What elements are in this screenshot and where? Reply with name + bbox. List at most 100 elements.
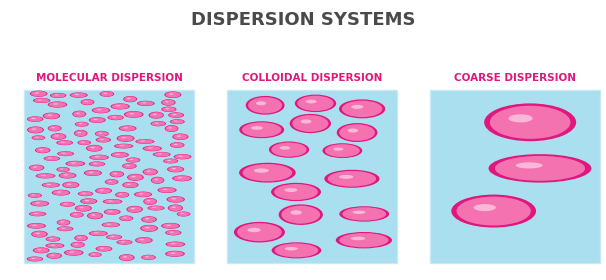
Ellipse shape <box>47 253 61 258</box>
Ellipse shape <box>324 170 379 188</box>
Ellipse shape <box>31 258 35 259</box>
Ellipse shape <box>165 125 178 132</box>
Ellipse shape <box>60 202 75 207</box>
Ellipse shape <box>38 99 42 101</box>
Ellipse shape <box>174 154 191 159</box>
Ellipse shape <box>161 223 180 229</box>
Ellipse shape <box>127 174 144 181</box>
Ellipse shape <box>62 182 79 188</box>
Ellipse shape <box>78 141 90 145</box>
Ellipse shape <box>30 90 47 97</box>
Ellipse shape <box>107 235 121 239</box>
Ellipse shape <box>295 95 336 112</box>
Ellipse shape <box>93 163 98 164</box>
Ellipse shape <box>47 184 52 185</box>
Ellipse shape <box>28 223 45 228</box>
Ellipse shape <box>128 174 143 180</box>
Ellipse shape <box>495 156 585 181</box>
Ellipse shape <box>247 228 261 232</box>
Ellipse shape <box>88 172 93 173</box>
Ellipse shape <box>78 191 93 196</box>
Ellipse shape <box>103 223 119 227</box>
Ellipse shape <box>456 197 531 225</box>
Ellipse shape <box>234 222 285 242</box>
Ellipse shape <box>32 225 37 226</box>
Ellipse shape <box>147 171 151 172</box>
Ellipse shape <box>42 183 60 188</box>
Ellipse shape <box>58 220 70 225</box>
Ellipse shape <box>44 156 60 161</box>
Ellipse shape <box>237 223 282 241</box>
Ellipse shape <box>28 257 42 261</box>
Ellipse shape <box>123 96 137 102</box>
Ellipse shape <box>72 242 84 248</box>
Ellipse shape <box>178 212 190 216</box>
Ellipse shape <box>142 217 156 222</box>
Ellipse shape <box>72 111 86 117</box>
Ellipse shape <box>104 209 121 215</box>
Ellipse shape <box>78 237 81 238</box>
Ellipse shape <box>169 93 173 95</box>
Ellipse shape <box>34 248 48 253</box>
Ellipse shape <box>116 154 121 155</box>
Ellipse shape <box>119 254 135 261</box>
Ellipse shape <box>84 101 88 102</box>
Ellipse shape <box>124 96 136 102</box>
Ellipse shape <box>168 167 183 172</box>
Ellipse shape <box>104 93 107 94</box>
Ellipse shape <box>254 169 269 173</box>
Ellipse shape <box>33 248 50 253</box>
Ellipse shape <box>56 192 61 193</box>
Ellipse shape <box>138 101 154 106</box>
Ellipse shape <box>148 206 164 210</box>
Ellipse shape <box>152 177 164 183</box>
Ellipse shape <box>164 91 181 98</box>
Ellipse shape <box>322 143 362 158</box>
Ellipse shape <box>284 188 298 192</box>
Ellipse shape <box>159 188 175 193</box>
Ellipse shape <box>52 127 55 128</box>
Ellipse shape <box>108 211 113 212</box>
Ellipse shape <box>28 193 41 197</box>
Ellipse shape <box>142 146 162 151</box>
Ellipse shape <box>118 135 133 141</box>
Ellipse shape <box>94 232 99 234</box>
Ellipse shape <box>81 199 96 204</box>
Ellipse shape <box>111 152 129 158</box>
Ellipse shape <box>140 225 158 232</box>
Ellipse shape <box>58 151 73 156</box>
Ellipse shape <box>30 212 45 216</box>
Ellipse shape <box>76 205 91 211</box>
Ellipse shape <box>74 130 87 137</box>
Ellipse shape <box>53 103 58 104</box>
Ellipse shape <box>275 243 318 257</box>
Ellipse shape <box>87 212 103 219</box>
Ellipse shape <box>127 184 131 185</box>
Ellipse shape <box>256 101 266 105</box>
Ellipse shape <box>165 92 181 98</box>
Ellipse shape <box>27 116 44 122</box>
Ellipse shape <box>71 162 76 164</box>
Ellipse shape <box>279 146 290 150</box>
Ellipse shape <box>79 207 84 208</box>
Ellipse shape <box>92 107 110 113</box>
Ellipse shape <box>90 147 95 148</box>
Ellipse shape <box>75 244 78 245</box>
Ellipse shape <box>290 210 302 215</box>
Ellipse shape <box>136 237 152 243</box>
Ellipse shape <box>33 166 37 168</box>
Ellipse shape <box>336 232 392 248</box>
Ellipse shape <box>285 247 298 250</box>
Ellipse shape <box>170 119 185 124</box>
Ellipse shape <box>105 179 118 184</box>
Ellipse shape <box>32 135 45 140</box>
Ellipse shape <box>45 157 59 161</box>
Ellipse shape <box>71 93 87 97</box>
Ellipse shape <box>168 205 182 211</box>
FancyBboxPatch shape <box>430 90 600 263</box>
Ellipse shape <box>114 144 133 148</box>
Ellipse shape <box>100 248 104 249</box>
Ellipse shape <box>168 197 184 202</box>
Ellipse shape <box>333 148 344 151</box>
Ellipse shape <box>35 202 40 204</box>
